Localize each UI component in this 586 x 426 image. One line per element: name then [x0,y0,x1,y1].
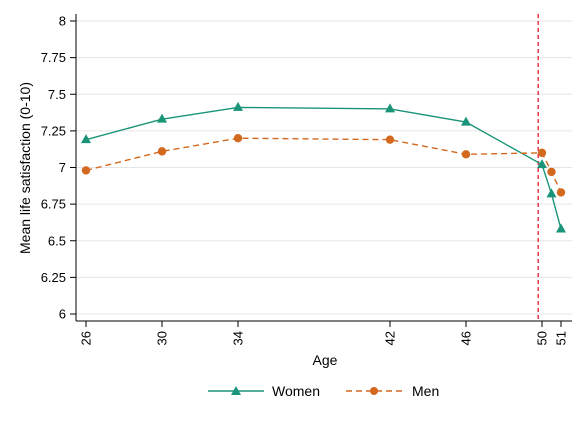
data-point-women [556,223,566,233]
y-tick-label: 7 [59,160,66,175]
data-point-men [157,147,167,156]
data-point-women [461,116,471,126]
data-point-women [546,188,557,198]
data-point-men [537,148,547,158]
data-point-women [385,103,395,113]
x-tick-label: 30 [155,331,170,345]
x-tick-label: 26 [79,331,94,345]
y-axis-title: Mean life satisfaction (0-10) [17,82,33,254]
y-tick-label: 7.75 [41,50,66,65]
y-tick-label: 6 [59,307,66,322]
data-point-women [157,113,167,123]
y-tick-label: 6.25 [41,270,66,285]
y-tick-label: 7.25 [41,123,66,138]
data-point-men [547,167,556,177]
legend-women-label: Women [272,383,320,399]
data-point-men [556,188,566,197]
tick-labels: 6 6.25 6.5 6.75 7 7.25 7.5 7.75 8 26 30 34 42 46 50 51 [41,14,569,346]
grid-lines [76,20,572,315]
y-tick-label: 7.5 [48,87,66,102]
y-tick-label: 6.75 [41,197,66,212]
y-tick-label: 6.5 [48,233,66,248]
legend-men-label: Men [412,383,439,399]
y-tick-label: 8 [59,14,66,29]
data-point-women [537,159,547,169]
x-tick-label: 34 [231,331,246,345]
x-tick-label: 50 [535,331,550,345]
legend-item-women: Women [208,383,320,399]
data-point-men [81,166,91,175]
legend-women-marker [231,386,241,395]
data-point-men [233,134,243,143]
data-point-men [385,135,395,144]
data-point-women [81,134,91,144]
x-tick-label: 42 [383,331,398,345]
legend-item-men: Men [346,383,439,399]
legend: Women Men [208,383,439,399]
legend-men-marker [370,387,378,395]
data-point-men [461,150,471,159]
axes [70,14,572,327]
data-point-women [233,101,243,111]
series-line-men [85,137,562,193]
series-group [81,101,566,233]
x-tick-label: 51 [554,331,569,345]
x-axis-title: Age [313,352,338,368]
series-line-women [85,106,562,230]
x-tick-label: 46 [459,331,474,345]
